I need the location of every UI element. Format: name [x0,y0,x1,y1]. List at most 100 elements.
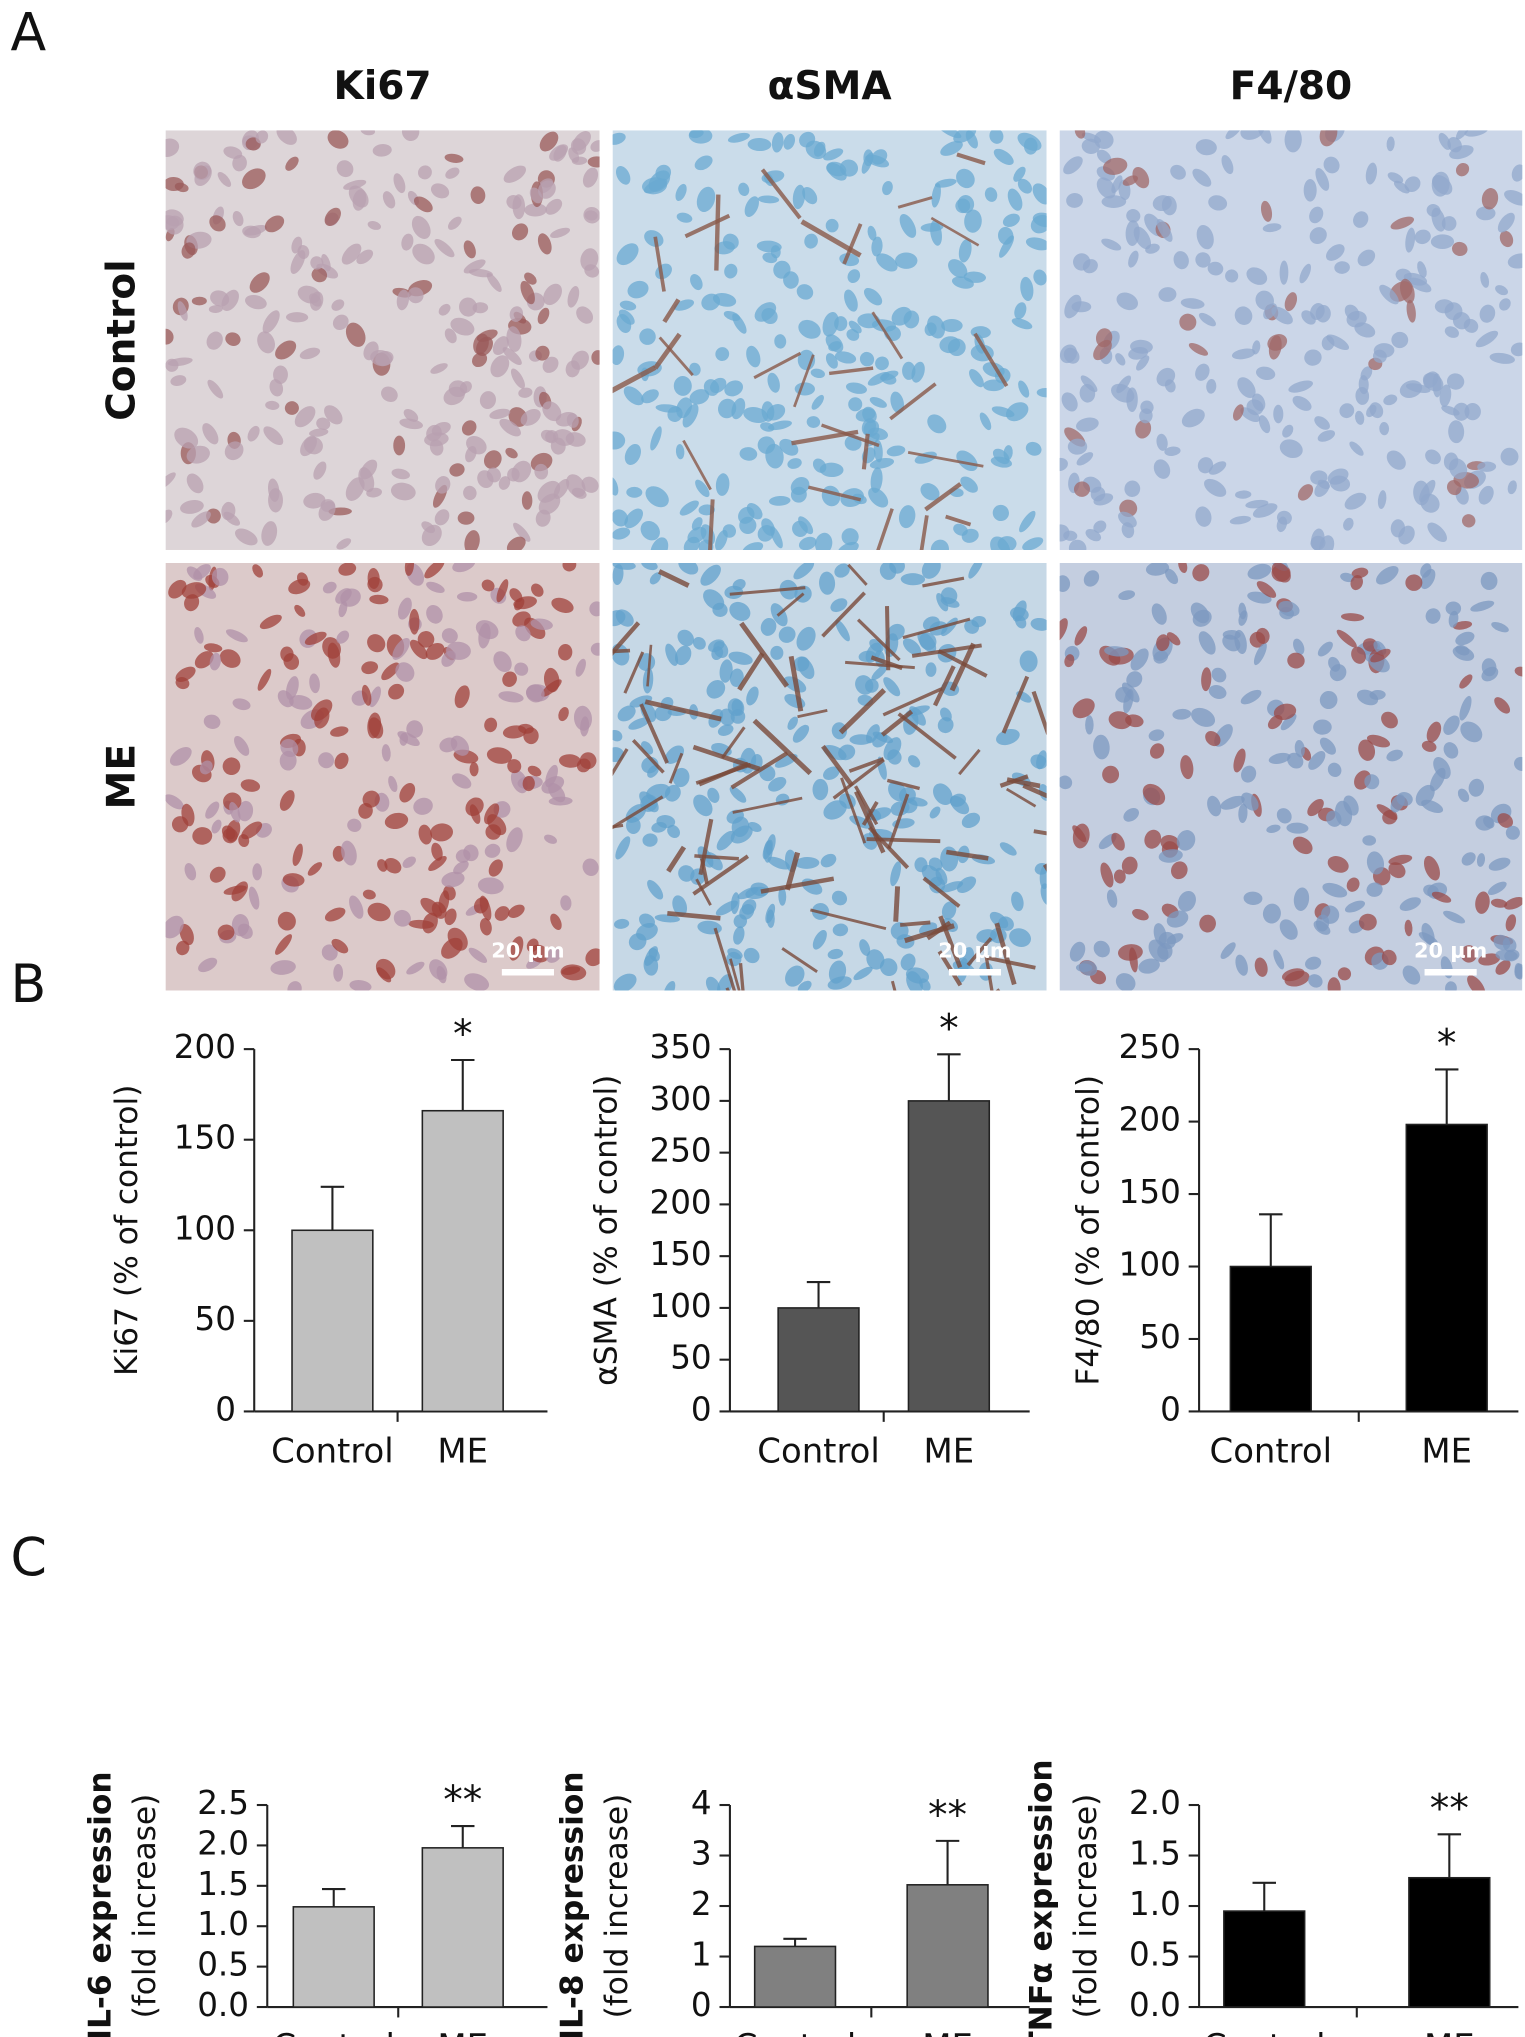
cell [542,401,562,422]
cell [960,476,978,493]
cell [727,132,750,143]
y-tick-label: 1.0 [197,1905,249,1943]
cell [724,263,738,279]
cell [1241,792,1259,811]
cell [259,614,282,630]
y-tick-label: 50 [670,1339,711,1377]
cell [360,130,376,136]
cell [992,504,1009,522]
cell [1240,130,1265,140]
cell [771,132,784,153]
stain-streak [776,592,805,617]
stain-streak [667,911,721,921]
cell [692,636,706,650]
cell [1059,575,1071,593]
cell [1455,130,1470,140]
cell [1072,825,1087,843]
cell [612,729,623,742]
cell [804,233,818,249]
cell [813,141,826,157]
cell [221,501,236,521]
cell [1404,919,1413,937]
cell [1148,939,1169,963]
cell [1113,869,1126,884]
y-tick-label: 0 [215,1390,236,1428]
y-tick-label: 50 [195,1300,236,1338]
cell [435,476,451,494]
cell [1430,234,1455,249]
cell [193,161,212,181]
cell [280,738,299,758]
cell [1340,613,1365,622]
cell [1262,903,1281,924]
stain-streak [1005,787,1037,808]
cell [1246,267,1268,285]
cell [717,724,734,736]
cell [430,823,454,842]
y-axis-label: (fold increase) [127,1794,163,2019]
y-tick-label: 2.5 [197,1784,249,1822]
cell [676,212,693,223]
cell [757,195,780,204]
cell [927,414,947,434]
micrograph [165,130,600,550]
y-tick-label: 0.0 [1129,1986,1181,2024]
cell [408,919,434,929]
cell [1254,957,1268,977]
cell [1220,795,1245,810]
cell [726,809,744,824]
cell [515,625,531,642]
stain-streak [658,336,694,377]
cell [939,336,961,354]
cell [513,522,531,542]
stain-streak [880,709,914,737]
cell [871,236,883,257]
cell [761,401,775,422]
cell [1019,650,1038,673]
cell [1413,480,1430,506]
cell [1083,570,1100,587]
cell [289,695,313,710]
cell [1343,517,1354,531]
cell [321,944,338,961]
cell [367,902,391,922]
cell [463,259,486,274]
bar [1229,1265,1312,1413]
cell [338,601,348,618]
cell [1405,227,1416,253]
cell [1475,815,1494,831]
cell [219,649,241,668]
cell [1130,648,1149,671]
cell [859,939,871,956]
cell [324,907,346,922]
cell [457,511,475,525]
stain-streak [666,845,687,873]
cell [265,400,280,410]
cell [506,827,523,853]
significance-label: * [1437,1021,1457,1066]
cell [1172,708,1192,720]
cell [165,209,184,227]
stain-streak [893,886,901,922]
cell [1313,719,1332,735]
cell [273,365,288,384]
cell [1071,301,1092,313]
cell [655,164,672,181]
cell [1406,299,1416,323]
cell [1093,734,1110,760]
cell [388,775,398,793]
cell [693,794,713,817]
cell [1322,882,1348,898]
cell [1379,284,1399,305]
cell [165,358,179,372]
cell [1287,652,1305,669]
cell [381,662,400,681]
cell [252,564,264,578]
cell [393,173,406,194]
cell [388,683,405,700]
cell [397,597,412,620]
cell [767,856,790,870]
cell [707,787,720,803]
cell [667,824,681,839]
cell [1225,269,1239,283]
